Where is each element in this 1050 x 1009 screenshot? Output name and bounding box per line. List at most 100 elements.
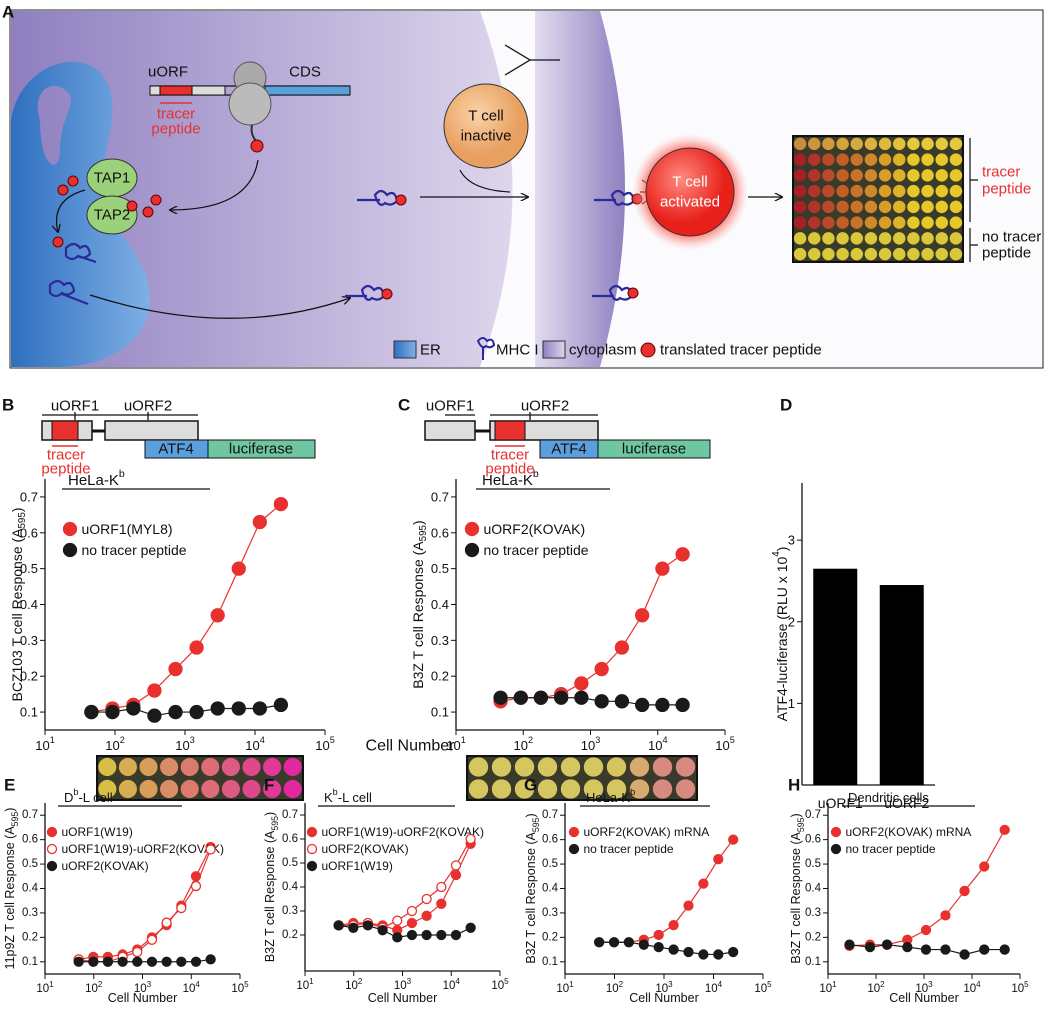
legend-label: uORF2(KOVAK) mRNA [846, 825, 972, 839]
series-line [78, 846, 212, 960]
y-axis-label-part: 11p9Z T cell Response (A [3, 826, 17, 970]
point [421, 893, 432, 905]
point [189, 640, 204, 655]
x-tick-label: 102 [513, 735, 533, 753]
x-axis-label: Cell Number [108, 991, 177, 1005]
box [51, 420, 79, 441]
well [139, 779, 158, 799]
well [822, 184, 835, 198]
point [698, 949, 709, 960]
well [652, 779, 673, 799]
point [161, 956, 172, 967]
x-axis-label: Cell Number [366, 738, 456, 755]
well [907, 200, 920, 214]
point [634, 697, 650, 713]
well [491, 779, 512, 799]
y-axis-label: BCZ103 T cell Response (A595) [9, 507, 28, 701]
x-tick-label-part: 5 [730, 735, 735, 745]
arrow [459, 169, 511, 193]
well [864, 137, 878, 151]
x-tick-label-part: 4 [718, 980, 723, 989]
well [629, 779, 650, 799]
legend-label: uORF1(MYL8) [82, 521, 173, 537]
well [468, 779, 489, 799]
point [553, 690, 569, 705]
label: peptide [982, 181, 1031, 198]
cell-cytoplasm [535, 11, 625, 367]
y-axis-label-part: 595 [17, 512, 28, 529]
panel-label: B [2, 396, 14, 415]
point [513, 690, 528, 705]
well [583, 757, 604, 777]
well [263, 779, 282, 799]
point [465, 922, 476, 933]
point [147, 708, 162, 723]
point [533, 690, 549, 705]
well [893, 137, 906, 151]
x-tick-label: 105 [491, 977, 509, 992]
well [907, 216, 920, 229]
y-tick-label: 0.7 [282, 809, 298, 821]
point [979, 944, 990, 955]
y-tick-label: 0.4 [542, 883, 559, 895]
x-tick-label-part: 10 [754, 983, 767, 995]
x-tick-label: uORF2 [884, 795, 929, 811]
annotation-part: b [630, 787, 635, 797]
point [623, 937, 635, 948]
x-tick-label-part: 2 [120, 735, 125, 745]
y-tick-label: 0.1 [20, 705, 38, 720]
y-tick-label: 3 [788, 533, 795, 548]
y-axis-label-part: B3Z T cell Response (A [524, 831, 538, 963]
point [450, 860, 462, 871]
well [808, 153, 821, 166]
well [893, 216, 906, 229]
label: peptide [982, 245, 1031, 262]
well [98, 757, 117, 777]
label: uORF2 [124, 398, 172, 415]
well [606, 757, 627, 777]
point [634, 608, 650, 623]
well [491, 757, 512, 777]
point [210, 608, 225, 623]
point [168, 704, 183, 720]
well [221, 779, 240, 799]
x-tick-label: 104 [183, 980, 201, 995]
panel-label: D [780, 396, 792, 415]
point [653, 941, 664, 953]
x-axis-label: Cell Number [368, 991, 437, 1005]
point [189, 704, 204, 720]
x-tick-label-part: 10 [175, 738, 189, 753]
annotation-part: -L cell [338, 790, 372, 805]
t-cell-activated [645, 147, 735, 237]
x-tick-label-part: 10 [394, 980, 407, 992]
point [655, 697, 670, 713]
well [893, 200, 906, 214]
point [638, 939, 649, 950]
well [242, 779, 261, 799]
y-tick-label: 0.3 [282, 905, 298, 917]
point [88, 956, 99, 967]
point [465, 833, 476, 845]
point [132, 946, 143, 958]
y-tick-label: 0.2 [805, 931, 821, 943]
well [201, 779, 220, 799]
y-tick-label: 0.6 [282, 833, 298, 845]
well [836, 184, 849, 198]
point [614, 640, 630, 655]
legend-swatch [640, 342, 656, 358]
label: ATF4 [551, 441, 587, 458]
point [668, 919, 679, 931]
well [850, 169, 863, 182]
y-axis-label-part: ) [9, 507, 25, 512]
series-line [91, 503, 282, 713]
well [864, 184, 878, 198]
x-tick-label-part: 10 [867, 983, 880, 995]
panel-label: F [264, 776, 274, 795]
y-axis-label-part: ) [774, 547, 790, 552]
y-axis-label-part: ) [3, 808, 17, 812]
x-tick-label-part: 2 [528, 735, 533, 745]
x-tick-label-part: 10 [1011, 983, 1024, 995]
well [935, 216, 948, 229]
well [864, 200, 878, 214]
x-tick-label-part: 4 [976, 980, 981, 989]
